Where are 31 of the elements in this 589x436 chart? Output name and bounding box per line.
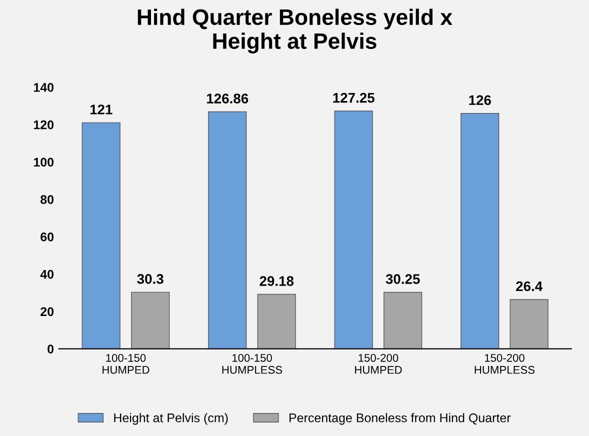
bar bbox=[460, 113, 500, 349]
data-label: 126 bbox=[469, 95, 491, 106]
data-label: 126.86 bbox=[207, 94, 248, 104]
y-tick-label: 140 bbox=[34, 83, 54, 92]
x-tick-label: 150-200 HUMPED bbox=[355, 354, 402, 374]
bar bbox=[82, 122, 120, 349]
y-tick-label: 40 bbox=[40, 270, 54, 279]
data-label: 29.18 bbox=[260, 276, 294, 286]
data-label: 30.25 bbox=[386, 274, 420, 284]
data-label: 30.3 bbox=[137, 274, 164, 284]
data-label: 121 bbox=[90, 104, 112, 114]
x-tick-label: 100-150 HUMPED bbox=[102, 354, 150, 374]
bar bbox=[384, 292, 422, 349]
bar bbox=[208, 111, 247, 349]
y-tick-label: 120 bbox=[34, 120, 54, 130]
y-tick-label: 80 bbox=[40, 195, 54, 204]
y-tick-label: 100 bbox=[34, 158, 54, 167]
bar bbox=[510, 299, 548, 349]
chart-title: Hind Quarter Boneless yeild x Height at Pelvis bbox=[138, 8, 452, 54]
x-tick-label: 150-200 HUMPLESS bbox=[474, 354, 535, 374]
bar bbox=[131, 292, 170, 349]
data-label: 127.25 bbox=[333, 92, 374, 103]
legend-label: Height at Pelvis (cm) bbox=[114, 413, 228, 425]
data-label: 26.4 bbox=[516, 281, 543, 292]
y-tick-label: 20 bbox=[40, 307, 54, 316]
legend-label: Percentage Boneless from Hind Quarter bbox=[290, 413, 511, 425]
bar bbox=[257, 294, 296, 349]
y-tick-label: 60 bbox=[40, 232, 54, 242]
y-tick-label: 0 bbox=[48, 344, 54, 354]
x-tick-label: 100-150 HUMPLESS bbox=[222, 354, 282, 374]
bar bbox=[334, 110, 373, 349]
